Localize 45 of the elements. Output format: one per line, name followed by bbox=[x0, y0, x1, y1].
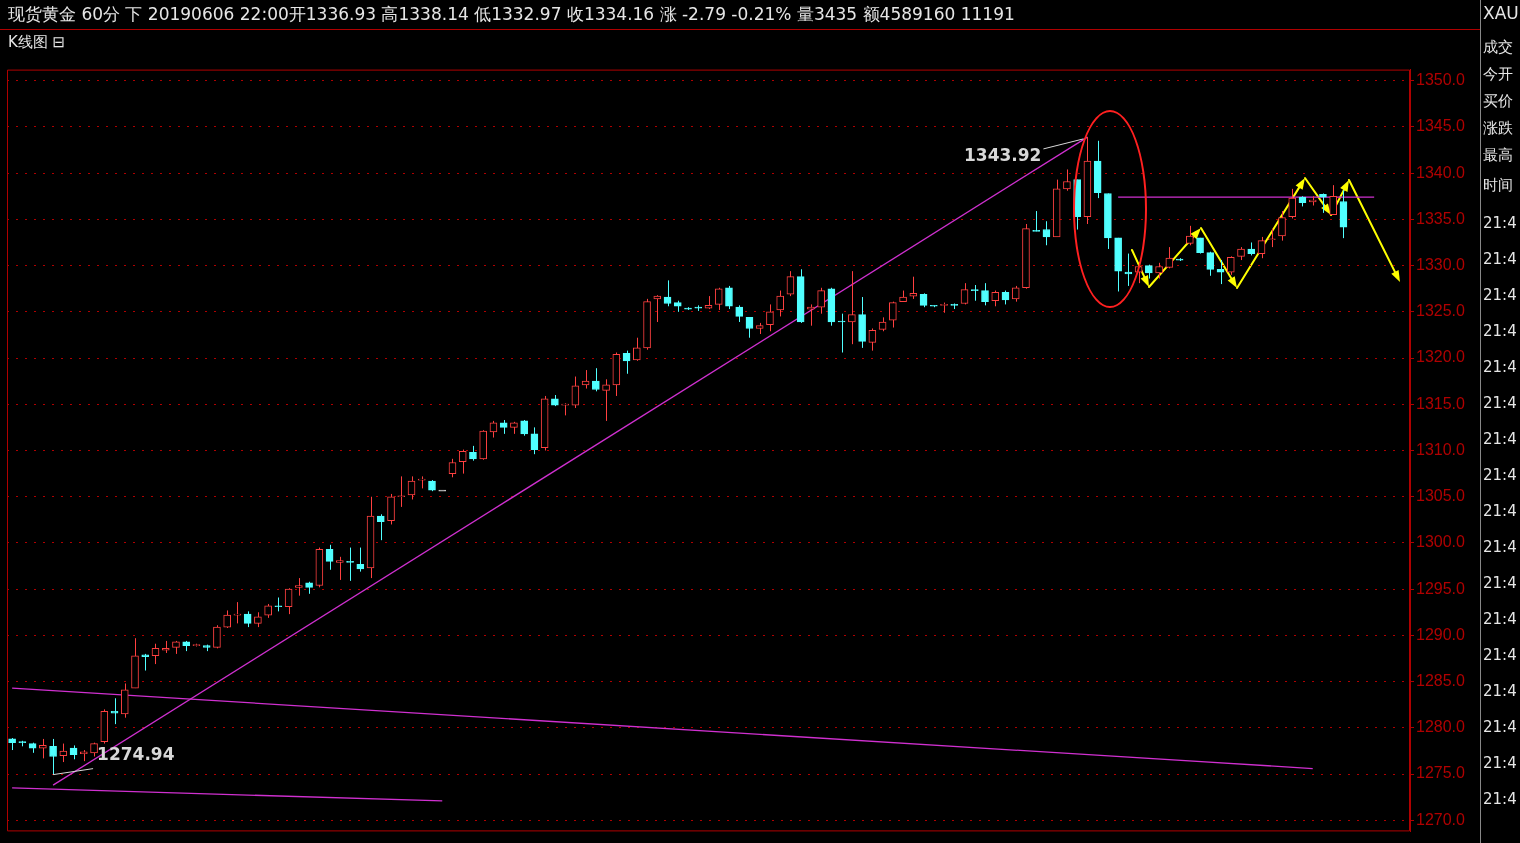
text: 买价 bbox=[1483, 92, 1513, 111]
text: 21:4 bbox=[1483, 250, 1517, 268]
text: 21:4 bbox=[1483, 214, 1517, 232]
y-tick-label: 1340.0 bbox=[1416, 163, 1466, 181]
y-tick-label: 1270.0 bbox=[1416, 810, 1466, 828]
y-tick-label: 1330.0 bbox=[1416, 256, 1466, 273]
y-tick-label: 1350.0 bbox=[1416, 71, 1466, 89]
text: 21:4 bbox=[1483, 358, 1517, 376]
y-tick-label: 1320.0 bbox=[1416, 348, 1466, 366]
text: 21:4 bbox=[1483, 322, 1517, 340]
text: 最高 bbox=[1483, 146, 1513, 165]
y-tick-label: 1285.0 bbox=[1416, 672, 1466, 690]
y-tick-label: 1275.0 bbox=[1416, 764, 1466, 782]
y-tick-label: 1345.0 bbox=[1416, 117, 1466, 135]
text: 今开 bbox=[1483, 65, 1513, 84]
text: XAU bbox=[1483, 3, 1519, 23]
text: 21:4 bbox=[1483, 682, 1517, 700]
y-tick-label: 1315.0 bbox=[1416, 394, 1466, 412]
y-tick-label: 1295.0 bbox=[1416, 579, 1466, 597]
text: 21:4 bbox=[1483, 394, 1517, 412]
chart-subtitle: K线图 ⊟ bbox=[8, 33, 66, 52]
y-tick-label: 1290.0 bbox=[1416, 625, 1466, 643]
text: 21:4 bbox=[1483, 574, 1517, 592]
text: 21:4 bbox=[1483, 502, 1517, 520]
y-tick-label: 1335.0 bbox=[1416, 209, 1466, 227]
y-tick-label: 1300.0 bbox=[1416, 533, 1466, 551]
y-tick-label: 1325.0 bbox=[1416, 302, 1466, 320]
text: 21:4 bbox=[1483, 754, 1517, 772]
text: 21:4 bbox=[1483, 718, 1517, 736]
text: 21:4 bbox=[1483, 610, 1517, 628]
y-tick-label: 1310.0 bbox=[1416, 440, 1466, 458]
y-tick-label: 1305.0 bbox=[1416, 487, 1466, 505]
chart-title: 现货黄金 60分 下 20190606 22:00开1336.93 高1338.14 低1332.97 收1334.16 涨 -2.79 -0.21% 量3435 额4589160 11191 bbox=[8, 3, 1015, 26]
text: 21:4 bbox=[1483, 466, 1517, 484]
text: 21:4 bbox=[1483, 430, 1517, 448]
annotation: 1343.92 bbox=[963, 145, 1042, 166]
text: 21:4 bbox=[1483, 790, 1517, 808]
text: 成交 bbox=[1483, 38, 1513, 57]
y-tick-label: 1280.0 bbox=[1416, 718, 1466, 736]
text: 时间 bbox=[1483, 176, 1513, 195]
text: 21:4 bbox=[1483, 646, 1517, 664]
text: 涨跌 bbox=[1483, 119, 1513, 138]
text: 21:4 bbox=[1483, 286, 1517, 304]
text: 21:4 bbox=[1483, 538, 1517, 556]
annotation: 1274.94 bbox=[97, 744, 175, 765]
